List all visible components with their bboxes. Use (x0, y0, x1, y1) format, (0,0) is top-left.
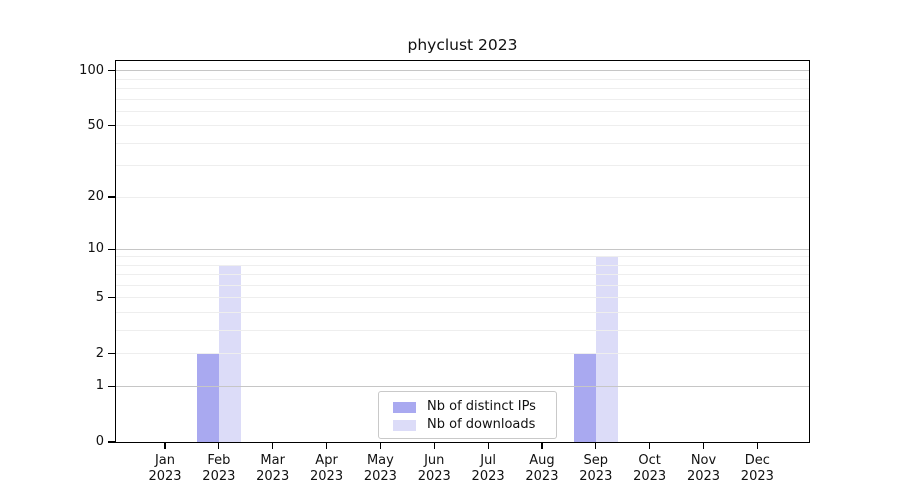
legend-swatch-distinct-ips (393, 401, 416, 413)
x-axis-tick-label: Jul 2023 (456, 453, 520, 484)
gridline-minor (116, 142, 809, 144)
gridline-major (116, 248, 809, 250)
x-axis-month: Feb (207, 453, 231, 468)
y-axis-tick-label: 5 (95, 289, 104, 305)
x-axis-month: Jul (480, 453, 496, 468)
y-axis-tick-label: 50 (87, 117, 104, 133)
x-axis-month: Sep (583, 453, 609, 468)
axis-layer: 0 1 2 5 10 20 50 100 Jan 2023 Feb 2023 Mar 2023 Apr 202… (79, 61, 809, 484)
y-axis-tick-label: 20 (87, 189, 104, 205)
x-axis-month: Aug (529, 453, 555, 468)
y-axis-tick (108, 353, 116, 355)
x-axis-year: 2023 (633, 468, 667, 484)
x-axis-month: Dec (744, 453, 770, 468)
y-axis-tick (108, 297, 116, 299)
x-axis-year: 2023 (579, 468, 613, 484)
x-axis-tick (218, 442, 220, 449)
x-axis-year: 2023 (256, 468, 290, 484)
x-axis-tick (272, 442, 274, 449)
y-axis-tick-label: 100 (79, 62, 104, 78)
y-axis-tick-label: 1 (95, 378, 104, 394)
x-axis-tick-label: Oct 2023 (618, 453, 682, 484)
y-axis-tick (108, 248, 116, 250)
x-axis-tick (325, 442, 328, 449)
plot-area: 0 1 2 5 10 20 50 100 Jan 2023 Feb 2023 Mar 2023 Apr 202… (79, 60, 810, 484)
x-axis-tick-label: Jun 2023 (402, 453, 466, 484)
x-axis-year: 2023 (417, 468, 451, 484)
x-axis-year: 2023 (471, 468, 505, 484)
y-axis-tick-label: 10 (87, 241, 104, 257)
x-axis-tick (487, 442, 489, 449)
x-axis-month: Mar (260, 453, 285, 468)
bar-downloads (595, 256, 618, 442)
x-axis-year: 2023 (740, 468, 774, 484)
gridline-minor (116, 329, 809, 331)
y-axis-tick-label: 2 (95, 345, 104, 361)
gridline-minor (116, 274, 809, 276)
x-axis-tick-label: Jan 2023 (133, 453, 197, 484)
y-axis-tick-label: 0 (95, 434, 104, 449)
x-axis-year: 2023 (148, 468, 182, 484)
gridline-minor (116, 353, 809, 355)
x-axis-month: Jan (154, 453, 176, 468)
gridline-minor (116, 196, 809, 198)
x-axis-tick (541, 442, 543, 449)
x-axis-tick (649, 442, 651, 449)
x-axis-month: Jun (424, 453, 445, 468)
x-axis-tick-label: Dec 2023 (725, 453, 789, 484)
grid-layer (116, 61, 809, 442)
y-axis-tick (108, 385, 116, 387)
x-axis-tick (702, 442, 705, 449)
x-axis-tick-label: Nov 2023 (672, 453, 736, 484)
x-axis-month: May (366, 453, 394, 468)
gridline-minor (116, 165, 809, 167)
gridline-major (116, 385, 809, 387)
legend-entry-downloads: Nb of downloads (393, 416, 556, 434)
bar-distinct-ips (196, 353, 219, 442)
gridline-minor (116, 87, 809, 89)
gridline-minor (116, 125, 809, 127)
x-axis-year: 2023 (363, 468, 397, 484)
x-axis-year: 2023 (686, 468, 721, 484)
x-axis-month: Apr (315, 453, 338, 468)
legend-swatch-downloads (393, 419, 416, 431)
legend: Nb of distinct IPs Nb of downloads (378, 391, 557, 439)
x-axis-month: Nov (690, 453, 717, 468)
y-axis-tick (108, 125, 116, 127)
gridline-minor (116, 98, 809, 100)
x-axis-month: Oct (638, 453, 661, 468)
bars-layer (116, 61, 809, 442)
x-axis-year: 2023 (202, 468, 236, 484)
x-axis-tick (433, 442, 435, 449)
x-axis-tick-label: Sep 2023 (564, 453, 628, 484)
x-axis-tick-label: Apr 2023 (295, 453, 359, 484)
bar-distinct-ips (573, 353, 596, 442)
x-axis-tick-label: May 2023 (348, 453, 412, 484)
y-axis-tick (108, 196, 116, 198)
gridline-major (116, 70, 809, 72)
gridline-minor (116, 297, 809, 299)
legend-label-downloads: Nb of downloads (427, 417, 536, 432)
x-axis-tick (164, 442, 166, 449)
gridline-minor (116, 312, 809, 314)
gridline-minor (116, 256, 809, 258)
legend-entry-distinct-ips: Nb of distinct IPs (393, 398, 556, 416)
x-axis-tick-label: Aug 2023 (510, 453, 574, 484)
x-axis-tick-label: Mar 2023 (241, 453, 305, 484)
y-axis-tick (108, 70, 116, 72)
chart-title: phyclust 2023 (407, 36, 518, 54)
legend-label-distinct-ips: Nb of distinct IPs (427, 399, 536, 414)
y-axis-tick (108, 441, 116, 443)
x-axis-tick (756, 442, 758, 449)
x-axis-year: 2023 (525, 468, 559, 484)
x-axis-year: 2023 (310, 468, 344, 484)
gridline-minor (116, 78, 809, 80)
x-axis-tick (379, 442, 381, 449)
gridline-minor (116, 284, 809, 286)
gridline-minor (116, 110, 809, 112)
gridline-minor (116, 264, 809, 266)
x-axis-tick-label: Feb 2023 (187, 453, 251, 484)
x-axis-tick (595, 442, 597, 449)
